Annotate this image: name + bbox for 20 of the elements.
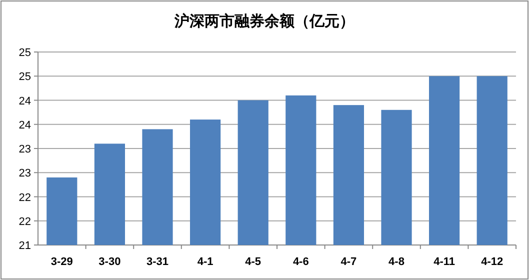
y-tick-label: 22 xyxy=(18,192,31,204)
x-tick-label: 3-29 xyxy=(50,256,73,268)
y-tick-label: 23 xyxy=(18,144,31,156)
chart-title: 沪深两市融券余额（亿元） xyxy=(174,12,354,30)
y-tick-label: 21 xyxy=(18,240,31,252)
x-tick-label: 4-1 xyxy=(197,256,214,268)
x-tick-label: 3-30 xyxy=(98,256,121,268)
x-tick-label: 3-31 xyxy=(146,256,169,268)
x-tick-label: 4-7 xyxy=(340,256,357,268)
x-tick-label: 4-11 xyxy=(434,256,456,268)
x-tick-label: 4-6 xyxy=(292,256,309,268)
y-tick-label: 24 xyxy=(18,119,31,132)
y-tick-label: 25 xyxy=(18,71,31,84)
y-tick-label: 23 xyxy=(18,168,31,180)
x-tick-label: 4-5 xyxy=(245,256,262,268)
y-tick-label: 22 xyxy=(18,216,31,228)
x-tick-label: 4-12 xyxy=(481,256,504,268)
y-tick-label: 24 xyxy=(18,95,31,108)
x-tick-label: 4-8 xyxy=(388,256,404,268)
y-tick-label: 25 xyxy=(18,47,31,59)
